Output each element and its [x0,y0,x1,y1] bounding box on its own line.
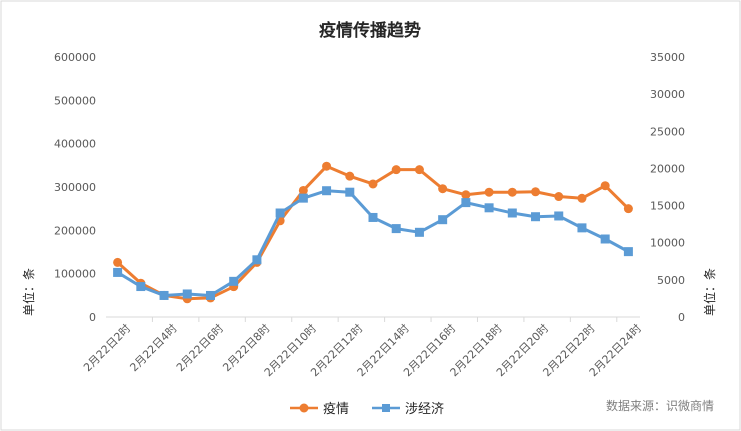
left-tick-label: 500000 [54,94,96,107]
data-point-economy [623,247,633,257]
chart-title: 疫情传播趋势 [319,20,421,41]
data-point-economy [461,198,471,208]
legend-marker-economy [382,404,390,412]
source-note: 数据来源：识微商情 [606,398,714,413]
data-point-economy [345,187,355,197]
data-point-economy [391,224,401,234]
right-axis-title: 单位：条 [702,268,717,316]
left-axis-ticks: 0 100000 200000 300000 400000 500000 600000 [54,51,96,324]
data-point-epidemic [414,165,424,175]
data-point-epidemic [345,171,355,181]
data-point-epidemic [600,181,610,191]
data-point-epidemic [368,179,378,189]
series-layer [113,161,633,304]
data-point-economy [484,203,494,213]
data-point-epidemic [461,190,471,200]
data-point-economy [113,267,123,277]
data-point-epidemic [322,161,332,171]
data-point-economy [182,289,192,299]
right-tick-label: 5000 [657,274,685,287]
right-tick-label: 15000 [650,200,685,213]
data-point-epidemic [298,185,308,195]
data-point-epidemic [577,193,587,203]
data-point-economy [438,215,448,225]
legend-label-epidemic: 疫情 [323,401,349,417]
legend-item-epidemic: 疫情 [290,401,349,417]
legend-label-economy: 涉经济 [405,402,444,417]
left-tick-label: 100000 [54,268,96,281]
data-point-economy [275,208,285,218]
left-tick-label: 200000 [54,224,96,237]
left-axis-title: 单位：条 [21,268,36,316]
right-axis-ticks: 0 5000 10000 15000 20000 25000 30000 35000 [650,51,685,324]
left-tick-label: 600000 [54,51,96,64]
data-point-epidemic [507,187,517,197]
data-point-economy [252,255,262,265]
legend-marker-epidemic [299,403,309,413]
data-point-economy [298,193,308,203]
left-tick-label: 300000 [54,181,96,194]
left-tick-label: 0 [89,311,96,324]
right-tick-label: 20000 [650,162,685,175]
right-tick-label: 30000 [650,88,685,101]
data-point-epidemic [623,204,633,214]
data-point-epidemic [391,165,401,175]
data-point-economy [205,290,215,300]
left-tick-label: 400000 [54,138,96,151]
data-point-epidemic [484,187,494,197]
right-tick-label: 0 [678,311,685,324]
data-point-economy [507,208,517,218]
data-point-epidemic [531,187,541,197]
right-tick-label: 10000 [650,237,685,250]
data-point-economy [136,282,146,292]
data-point-economy [322,186,332,196]
data-point-economy [229,276,239,286]
data-point-economy [554,211,564,221]
data-point-economy [368,212,378,222]
right-tick-label: 25000 [650,125,685,138]
data-point-economy [159,290,169,300]
data-point-economy [531,212,541,222]
right-tick-label: 35000 [650,51,685,64]
legend: 疫情 涉经济 [290,401,444,417]
data-point-epidemic [438,184,448,194]
data-point-economy [414,227,424,237]
data-point-epidemic [113,257,123,267]
data-point-economy [600,234,610,244]
legend-item-economy: 涉经济 [372,402,444,417]
data-point-economy [577,223,587,233]
data-point-epidemic [554,192,564,202]
